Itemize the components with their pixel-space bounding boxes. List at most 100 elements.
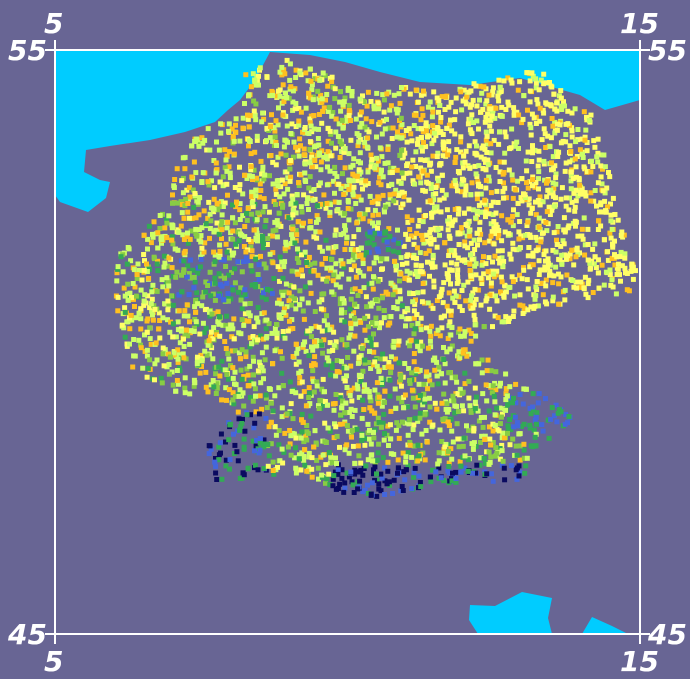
station-point xyxy=(615,266,621,272)
station-point xyxy=(263,317,269,323)
station-point xyxy=(345,355,351,360)
station-point xyxy=(315,272,321,278)
station-point xyxy=(148,240,154,246)
station-point xyxy=(487,292,493,298)
station-point xyxy=(366,436,372,442)
station-point xyxy=(312,157,318,163)
station-point xyxy=(274,143,279,148)
station-point xyxy=(339,307,345,313)
station-point xyxy=(509,126,515,132)
station-point xyxy=(346,410,352,415)
station-point xyxy=(393,405,399,411)
station-point xyxy=(528,210,534,216)
station-point xyxy=(524,455,530,461)
station-point xyxy=(173,388,179,394)
station-point xyxy=(329,289,335,295)
station-point xyxy=(617,254,623,260)
station-point xyxy=(341,300,347,306)
station-point xyxy=(339,141,345,147)
station-point xyxy=(344,183,350,189)
station-point xyxy=(356,453,362,459)
station-point xyxy=(577,284,583,290)
station-point xyxy=(138,306,144,312)
station-point xyxy=(265,236,271,242)
station-point xyxy=(288,452,294,458)
station-point xyxy=(384,256,390,262)
station-point xyxy=(508,77,514,83)
station-point xyxy=(481,84,487,90)
station-point xyxy=(393,267,399,273)
station-point xyxy=(478,191,484,197)
station-point xyxy=(285,186,291,192)
station-point xyxy=(466,427,472,433)
station-point xyxy=(418,315,424,321)
station-point xyxy=(484,398,490,404)
station-point xyxy=(188,328,194,334)
station-point xyxy=(462,239,468,245)
station-point xyxy=(330,401,336,407)
station-point xyxy=(354,173,360,179)
station-point xyxy=(502,477,508,483)
station-point xyxy=(429,264,435,270)
station-point xyxy=(289,294,295,300)
station-point xyxy=(515,200,521,206)
station-point xyxy=(322,420,328,426)
station-point xyxy=(438,161,444,167)
station-point xyxy=(186,271,192,277)
station-point xyxy=(236,289,241,295)
station-point xyxy=(288,84,294,90)
station-point xyxy=(191,159,197,165)
station-point xyxy=(264,74,270,80)
station-point xyxy=(477,237,482,243)
station-point xyxy=(485,269,491,275)
station-point xyxy=(275,300,280,306)
station-point xyxy=(462,453,468,459)
station-point xyxy=(419,431,425,437)
station-point xyxy=(122,334,128,340)
station-point xyxy=(340,102,346,108)
station-point xyxy=(225,192,230,198)
station-point xyxy=(450,393,456,399)
station-point xyxy=(290,88,296,94)
station-point xyxy=(193,138,198,144)
station-point xyxy=(484,296,490,302)
station-point xyxy=(396,192,402,198)
station-point xyxy=(364,337,370,343)
station-point xyxy=(476,126,481,132)
station-point xyxy=(250,177,255,182)
station-point xyxy=(177,340,183,346)
station-point xyxy=(387,393,393,399)
station-point xyxy=(191,325,197,331)
station-point xyxy=(352,247,358,253)
station-point xyxy=(552,130,558,136)
station-point xyxy=(377,119,383,125)
station-point xyxy=(262,224,268,230)
station-point xyxy=(415,343,421,349)
station-point xyxy=(577,147,583,153)
station-point xyxy=(396,395,402,401)
station-point xyxy=(341,99,347,105)
station-point xyxy=(287,61,293,67)
station-point xyxy=(114,270,120,276)
station-point xyxy=(489,113,495,119)
station-point xyxy=(374,320,380,326)
station-point xyxy=(362,140,368,145)
station-point xyxy=(459,308,465,313)
station-point xyxy=(403,323,408,329)
station-point xyxy=(301,389,307,395)
station-point xyxy=(599,262,605,268)
station-point xyxy=(300,308,306,314)
station-point xyxy=(554,127,560,133)
station-point xyxy=(261,196,267,202)
station-point xyxy=(426,133,432,139)
station-point xyxy=(270,233,275,239)
station-point xyxy=(528,443,534,449)
station-point xyxy=(285,139,290,145)
station-point xyxy=(345,428,351,434)
station-point xyxy=(375,220,381,226)
station-point xyxy=(449,428,455,434)
station-point xyxy=(348,137,354,143)
station-point xyxy=(559,252,565,258)
station-point xyxy=(394,306,400,312)
map-frame xyxy=(54,49,641,635)
